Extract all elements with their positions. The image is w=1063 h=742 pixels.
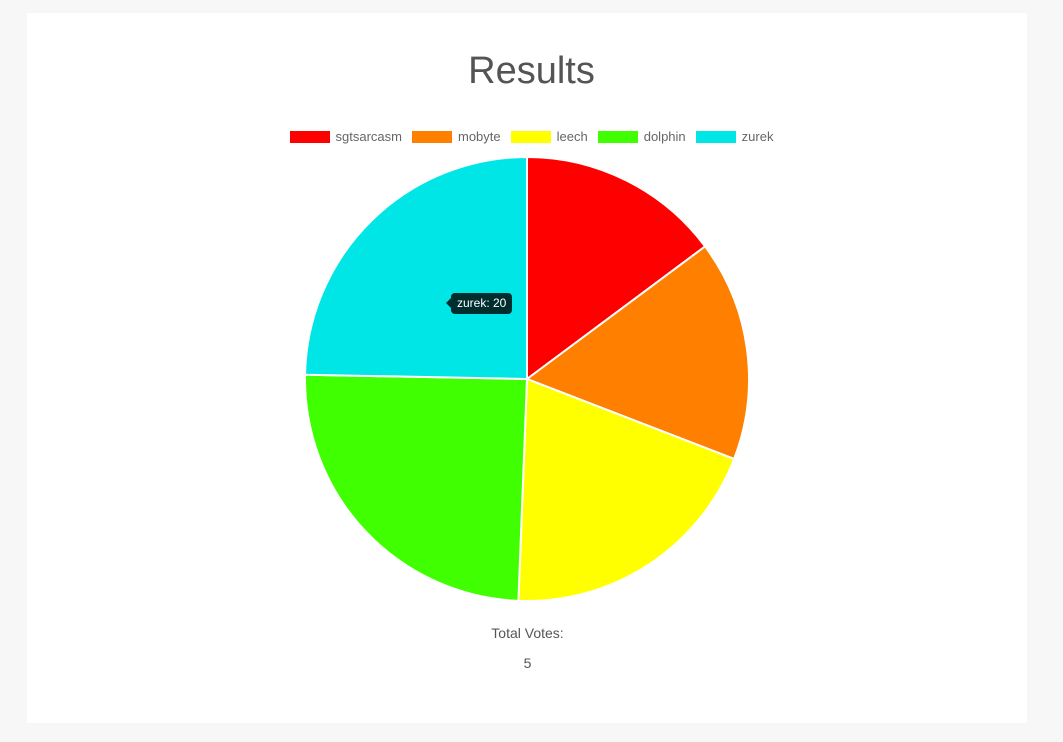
legend-label-leech: leech [556, 129, 588, 144]
pie-slice-mobyte[interactable] [524, 245, 750, 461]
pie-slice-leech[interactable] [517, 377, 736, 602]
chart-tooltip: zurek: 20 [445, 293, 513, 314]
chart-legend: sgtsarcasm mobyte leech dolphin zurek [0, 129, 1063, 144]
chart-title: Results [468, 50, 595, 92]
pie-slice-zurek[interactable] [304, 155, 528, 381]
legend-swatch-dolphin [597, 130, 638, 143]
legend-swatch-leech [510, 130, 551, 143]
legend-label-zurek: zurek [741, 129, 774, 144]
legend-label-dolphin: dolphin [643, 129, 686, 144]
legend-item-sgtsarcasm[interactable]: sgtsarcasm [289, 129, 402, 144]
pie-slice-sgtsarcasm[interactable] [526, 155, 707, 381]
legend-swatch-zurek [695, 130, 736, 143]
pie-slice-dolphin[interactable] [304, 373, 529, 602]
legend-item-dolphin[interactable]: dolphin [597, 129, 686, 144]
legend-label-mobyte: mobyte [458, 129, 501, 144]
legend-swatch-mobyte [412, 130, 452, 143]
legend-swatch-sgtsarcasm [289, 130, 330, 143]
total-votes-label: Total Votes: [491, 625, 564, 641]
legend-item-leech[interactable]: leech [510, 129, 588, 144]
legend-item-zurek[interactable]: zurek [695, 129, 774, 144]
legend-label-sgtsarcasm: sgtsarcasm [335, 129, 402, 144]
legend-item-mobyte[interactable]: mobyte [412, 129, 501, 144]
total-votes-value: 5 [523, 655, 532, 671]
